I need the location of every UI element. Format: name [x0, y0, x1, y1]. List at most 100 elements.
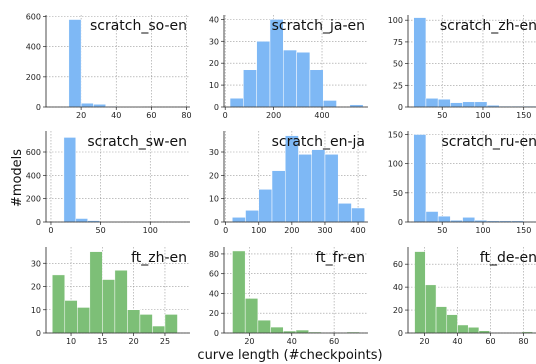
x-tick-label: 60	[146, 111, 156, 120]
x-tick-label: 20	[419, 337, 429, 346]
histogram-bar	[425, 211, 439, 222]
histogram-bar	[244, 298, 259, 333]
histogram-bar	[349, 104, 364, 107]
histogram-bar	[139, 314, 153, 333]
histogram-bar	[87, 220, 100, 222]
histogram-bar	[75, 218, 88, 222]
y-tick-label: 0	[398, 218, 403, 227]
histogram-bar	[413, 17, 427, 107]
x-tick-label: 100	[251, 226, 266, 235]
histogram-bar	[298, 154, 312, 222]
x-tick-label: 80	[518, 337, 528, 346]
y-tick-label: 150	[388, 131, 403, 140]
y-tick-label: 40	[209, 15, 219, 24]
x-tick-label: 0	[48, 226, 53, 235]
histogram-bar	[164, 314, 178, 333]
histogram-panel: 20 40 60 80 0 20 40 60 ft_de-en	[393, 247, 536, 346]
y-tick-label: 10	[31, 306, 41, 315]
histogram-bar	[457, 324, 469, 333]
panel-title: ft_fr-en	[316, 250, 366, 266]
histogram-bar	[324, 154, 339, 222]
y-tick-label: 0	[36, 329, 41, 338]
histogram-bar	[322, 100, 337, 107]
histogram-bar	[232, 217, 246, 222]
bar-group	[63, 137, 184, 222]
histogram-bar	[309, 69, 324, 107]
y-tick-label: 600	[26, 148, 41, 157]
y-tick-label: 60	[209, 270, 219, 279]
y-tick-label: 20	[393, 306, 403, 315]
x-tick-label: 50	[437, 111, 447, 120]
histogram-bar	[474, 101, 488, 107]
histogram-bar	[77, 307, 91, 333]
histogram-bar	[437, 98, 451, 107]
histogram-bar	[257, 319, 271, 333]
figure-ylabel: #models	[10, 149, 25, 207]
y-tick-label: 20	[209, 309, 219, 318]
histogram-bar	[450, 102, 463, 107]
histogram-bar	[114, 269, 128, 333]
histogram-bar	[308, 331, 322, 333]
histogram-bar	[351, 207, 365, 222]
x-tick-label: 50	[437, 226, 447, 235]
y-tick-label: 100	[388, 160, 403, 169]
panel-title: ft_de-en	[480, 250, 536, 266]
histogram-panel: 20 40 60 80 0 200 400 600 scratch_so-en	[26, 13, 192, 120]
panel-title: scratch_en-ja	[272, 134, 365, 150]
histogram-bar	[52, 274, 66, 333]
x-tick-label: 25	[160, 337, 170, 346]
x-tick-label: 400	[350, 226, 365, 235]
x-tick-label: 20	[244, 337, 254, 346]
y-tick-label: 50	[393, 60, 403, 69]
histogram-bar	[229, 97, 244, 107]
histogram-bar	[311, 149, 326, 222]
y-tick-label: 80	[209, 250, 219, 259]
histogram-bar	[270, 326, 284, 333]
x-tick-label: 200	[284, 226, 299, 235]
x-tick-label: 60	[485, 337, 495, 346]
x-tick-label: 20	[129, 337, 139, 346]
y-tick-label: 20	[31, 283, 41, 292]
y-tick-label: 400	[26, 43, 41, 52]
histogram-bar	[435, 306, 448, 333]
panel-title: scratch_sw-en	[87, 134, 187, 150]
y-tick-label: 200	[26, 73, 41, 82]
bar-group	[229, 19, 364, 107]
histogram-bar	[296, 51, 311, 107]
histogram-bar	[63, 137, 77, 222]
y-tick-label: 30	[209, 148, 219, 157]
histogram-panel: 10 15 20 25 0 10 20 30 ft_zh-en	[31, 247, 190, 346]
figure-xlabel: curve length (#checkpoints)	[197, 348, 382, 363]
y-tick-label: 0	[398, 103, 403, 112]
panel-title: scratch_ja-en	[272, 18, 365, 34]
histogram-bar	[295, 329, 309, 333]
y-tick-label: 400	[26, 171, 41, 180]
histogram-bar	[256, 41, 271, 107]
x-tick-label: 100	[143, 226, 158, 235]
panel-title: scratch_so-en	[90, 18, 187, 34]
panel-title: scratch_zh-en	[440, 18, 536, 34]
y-tick-label: 30	[31, 259, 41, 268]
histogram-bar	[93, 104, 106, 107]
histogram-bar	[245, 210, 260, 222]
y-tick-label: 25	[393, 81, 403, 90]
y-tick-label: 10	[209, 81, 219, 90]
histogram-panel: 50 100 150 0 25 50 75 100 scratch_zh-en	[388, 15, 536, 120]
histogram-bar	[89, 251, 103, 333]
histogram-panel: 50 100 150 0 50 100 150 scratch_ru-en	[388, 131, 536, 235]
y-tick-label: 0	[214, 329, 219, 338]
bar-group	[413, 134, 536, 222]
x-tick-label: 40	[287, 337, 297, 346]
x-tick-label: 100	[475, 111, 490, 120]
x-tick-label: 150	[516, 111, 531, 120]
y-tick-label: 20	[209, 59, 219, 68]
histogram-panel: 20 40 60 0 20 40 60 80 ft_fr-en	[209, 247, 368, 346]
histogram-bar	[243, 69, 257, 107]
histogram-bar	[337, 203, 352, 222]
histogram-bar	[258, 189, 273, 222]
x-tick-label: 150	[516, 226, 531, 235]
x-tick-label: 20	[76, 111, 86, 120]
y-tick-label: 60	[393, 260, 403, 269]
